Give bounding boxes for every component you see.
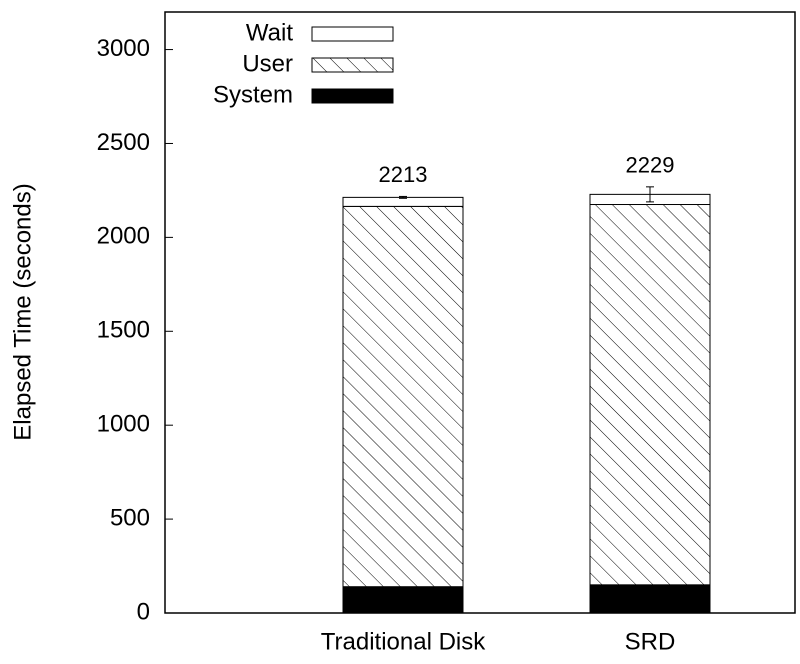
y-axis-label: Elapsed Time (seconds) (9, 183, 36, 440)
error-bar (646, 186, 654, 203)
y-tick-label: 500 (110, 504, 150, 531)
x-tick-label: SRD (625, 628, 676, 655)
legend-swatch (311, 88, 394, 104)
bar-segment (589, 204, 711, 586)
total-label: 2213 (379, 162, 428, 187)
legend-label: User (242, 50, 293, 77)
bar-segment (342, 586, 464, 614)
bar-segment (589, 584, 711, 614)
legend-label: System (213, 81, 293, 108)
total-label: 2229 (626, 153, 675, 178)
y-tick-label: 1500 (97, 317, 150, 344)
x-tick-label: Traditional Disk (321, 628, 486, 655)
y-tick-label: 0 (137, 598, 150, 625)
y-tick-label: 1000 (97, 411, 150, 438)
legend-swatch (311, 57, 394, 73)
y-tick-label: 3000 (97, 35, 150, 62)
y-tick-label: 2000 (97, 223, 150, 250)
error-bar (399, 195, 407, 199)
legend-label: Wait (246, 19, 293, 46)
plot-frame (164, 11, 796, 614)
legend-swatch (311, 26, 394, 42)
y-tick-label: 2500 (97, 129, 150, 156)
bar-segment (342, 205, 464, 588)
